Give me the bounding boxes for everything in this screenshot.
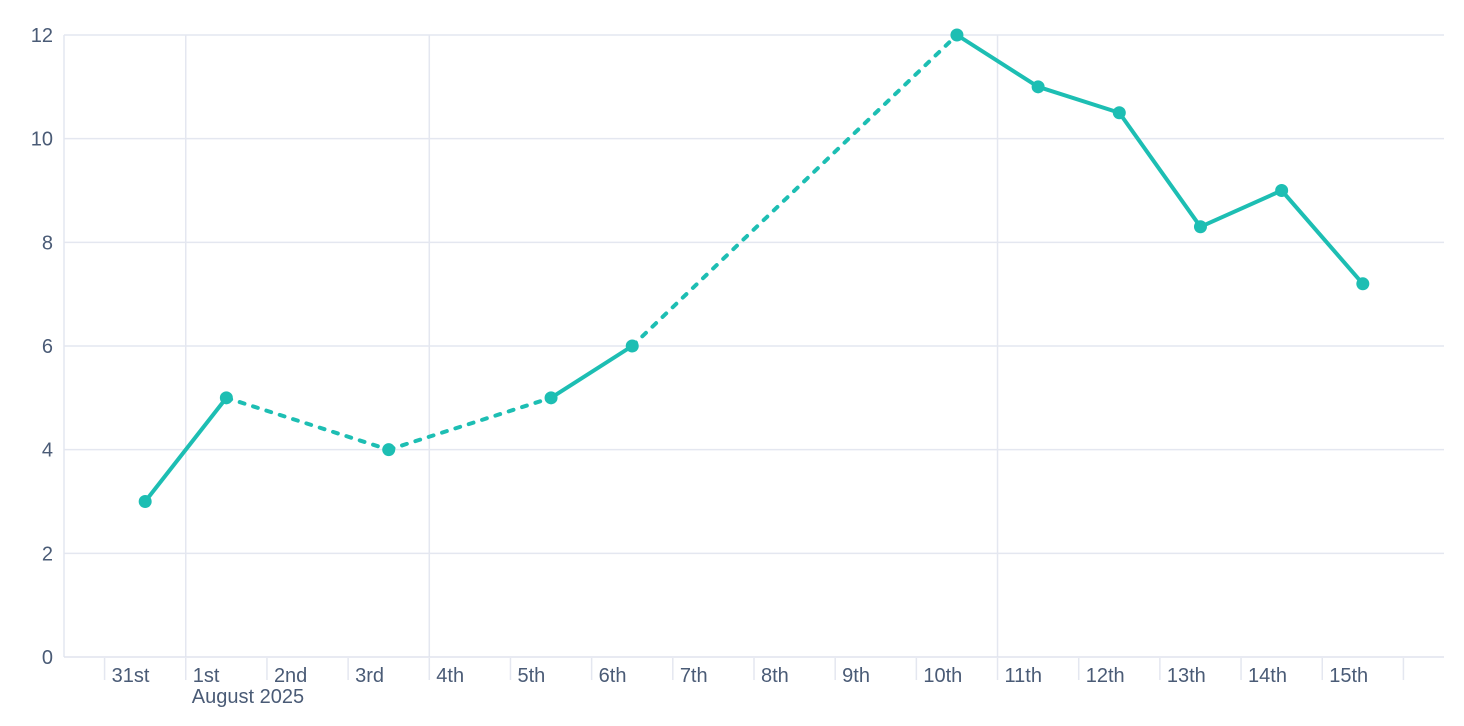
x-tick-label: 9th [842,665,870,687]
y-tick-label: 2 [42,543,53,565]
data-point-marker[interactable] [1193,220,1207,234]
data-point-marker[interactable] [544,391,558,405]
data-point-marker[interactable] [1031,80,1045,94]
x-tick-label: 4th [436,665,464,687]
data-point-marker[interactable] [138,495,152,508]
x-tick-label: 7th [680,665,708,687]
line-segment-solid [1279,188,1365,286]
x-tick-label: 12th [1086,665,1125,687]
y-tick-label: 8 [42,232,53,254]
data-point-marker[interactable] [1275,184,1289,197]
x-tick-label: 8th [761,665,789,687]
line-segment-solid [549,344,635,400]
line-segment-dashed [224,395,391,452]
y-tick-label: 12 [31,25,53,47]
line-segment-dashed [630,33,959,348]
x-tick-label: 3rd [355,665,384,687]
line-segment-solid [1198,188,1284,229]
x-tick-label: 31st [112,665,150,687]
x-tick-label: 10th [923,665,962,687]
y-tick-label: 6 [42,336,53,358]
line-segment-solid [1036,84,1122,115]
x-tick-label: 11th [1005,665,1042,687]
x-tick-label: 13th [1167,665,1206,687]
x-tick-label: 5th [517,665,545,687]
data-point-marker[interactable] [219,391,233,405]
line-segment-dashed [386,395,554,452]
line-segment-solid [954,33,1041,89]
y-tick-label: 10 [31,129,53,151]
x-tick-label: 6th [599,665,627,687]
data-point-marker[interactable] [1356,277,1370,291]
x-tick-label: 1st [193,665,220,687]
x-axis-month-label: August 2025 [192,686,304,708]
data-point-marker[interactable] [625,339,639,353]
y-tick-label: 4 [42,440,53,462]
y-tick-label: 0 [42,647,53,669]
line-segment-solid [143,395,229,504]
data-point-marker[interactable] [950,28,964,42]
x-tick-label: 14th [1248,665,1287,687]
data-point-marker[interactable] [1112,106,1126,120]
data-point-marker[interactable] [382,443,396,457]
x-tick-label: 15th [1329,665,1368,687]
line-segment-solid [1117,110,1203,229]
x-tick-label: 2nd [274,665,307,687]
